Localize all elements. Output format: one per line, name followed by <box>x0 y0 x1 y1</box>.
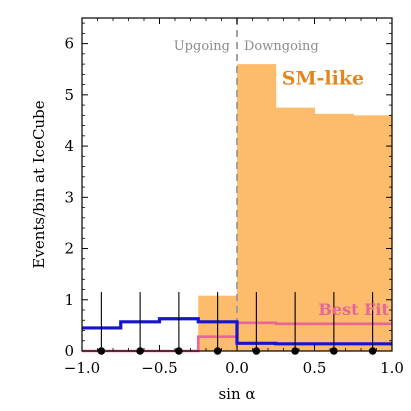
series-label-sm-like: SM-like <box>282 68 364 90</box>
y-tick-label: 4 <box>64 137 74 155</box>
region-label-upgoing: Upgoing <box>174 39 230 54</box>
y-tick-label: 6 <box>64 35 74 53</box>
x-tick-label: 1.0 <box>380 359 404 377</box>
plot-area: −1.0 −0.5 0.0 0.5 1.0 0 1 2 3 4 5 6 Upgoing Downgo… <box>64 17 404 377</box>
x-tick-label: 0.0 <box>225 359 249 377</box>
series-label-best-fit: Best Fit <box>318 300 389 319</box>
x-tick-label: −1.0 <box>64 359 100 377</box>
y-tick-label: 3 <box>64 188 74 206</box>
x-tick-label: 0.5 <box>303 359 327 377</box>
y-tick-label: 5 <box>64 86 74 104</box>
y-tick-label: 0 <box>64 342 74 360</box>
data-points <box>97 292 377 355</box>
y-tick-label: 2 <box>64 240 74 258</box>
y-ticks: 0 1 2 3 4 5 6 <box>64 22 392 360</box>
y-axis-label: Events/bin at IceCube <box>30 100 48 268</box>
y-tick-label: 1 <box>64 291 74 309</box>
region-label-downgoing: Downgoing <box>244 39 319 54</box>
x-tick-label: −0.5 <box>141 359 177 377</box>
x-axis-label: sin α <box>218 385 255 403</box>
x-ticks: −1.0 −0.5 0.0 0.5 1.0 <box>64 18 404 377</box>
